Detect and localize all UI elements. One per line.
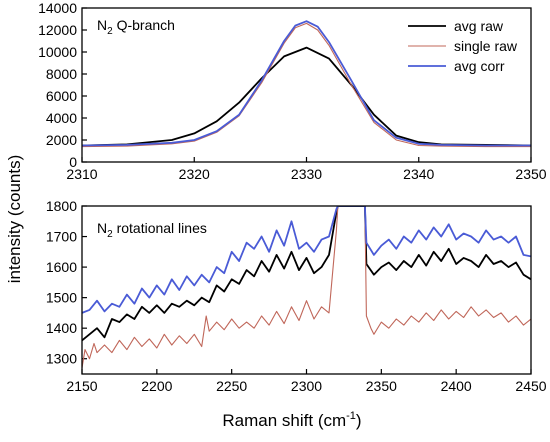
x-tick-label: 2330 bbox=[291, 166, 322, 182]
y-tick-label: 10000 bbox=[38, 44, 77, 60]
top-plot-frame bbox=[81, 7, 532, 163]
y-tick-label: 1600 bbox=[46, 259, 77, 275]
legend-label: avg raw bbox=[454, 18, 504, 34]
x-tick-label: 2400 bbox=[441, 378, 472, 394]
x-tick-label: 2200 bbox=[141, 378, 172, 394]
y-tick-label: 12000 bbox=[38, 22, 77, 38]
x-tick-label: 2320 bbox=[179, 166, 210, 182]
series-line-single-raw bbox=[82, 206, 531, 368]
bottom-axes: 2150 2200 2250 2300 2350 2400 2450 1300 1400 1500… bbox=[46, 198, 547, 394]
y-tick-label: 2000 bbox=[46, 132, 77, 148]
bottom-series-group bbox=[82, 206, 531, 368]
panel-title-q-branch: N2 Q-branch bbox=[97, 17, 175, 37]
x-tick-label: 2340 bbox=[403, 166, 434, 182]
series-line-avg-raw bbox=[82, 206, 531, 342]
x-axis-title: Raman shift (cm-1) bbox=[222, 410, 361, 430]
panel-q-branch: 2310 2320 2330 2340 2350 0 2000 4000 6000 8000 100… bbox=[38, 0, 547, 182]
y-tick-label: 1800 bbox=[46, 198, 77, 214]
legend-label: single raw bbox=[454, 38, 518, 54]
y-tick-label: 0 bbox=[69, 154, 77, 170]
x-tick-label: 2250 bbox=[216, 378, 247, 394]
series-line-single-raw bbox=[82, 22, 531, 148]
panel-title-rotational: N2 rotational lines bbox=[97, 220, 207, 240]
y-tick-label: 6000 bbox=[46, 88, 77, 104]
panel-rotational: 2150 2200 2250 2300 2350 2400 2450 1300 1400 1500… bbox=[46, 198, 547, 394]
legend: avg raw single raw avg corr bbox=[408, 18, 518, 74]
y-tick-label: 1700 bbox=[46, 229, 77, 245]
x-tick-label: 2150 bbox=[66, 378, 97, 394]
y-tick-label: 1300 bbox=[46, 351, 77, 367]
series-line-avg-raw bbox=[82, 46, 531, 147]
x-tick-label: 2300 bbox=[291, 378, 322, 394]
y-tick-label: 1500 bbox=[46, 290, 77, 306]
y-tick-label: 8000 bbox=[46, 66, 77, 82]
series-line-avg-corr bbox=[82, 206, 531, 314]
x-tick-label: 2310 bbox=[66, 166, 97, 182]
x-tick-label: 2450 bbox=[515, 378, 546, 394]
x-tick-label: 2350 bbox=[515, 166, 546, 182]
legend-label: avg corr bbox=[454, 58, 505, 74]
top-axes: 2310 2320 2330 2340 2350 0 2000 4000 6000 8000 100… bbox=[38, 0, 547, 182]
y-tick-label: 14000 bbox=[38, 0, 77, 16]
x-tick-label: 2350 bbox=[366, 378, 397, 394]
y-axis-title: intensity (counts) bbox=[5, 155, 24, 284]
top-series-group bbox=[82, 20, 531, 148]
series-line-avg-corr bbox=[82, 20, 531, 147]
bottom-plot-frame bbox=[81, 205, 532, 375]
y-tick-label: 1400 bbox=[46, 320, 77, 336]
y-tick-label: 4000 bbox=[46, 110, 77, 126]
